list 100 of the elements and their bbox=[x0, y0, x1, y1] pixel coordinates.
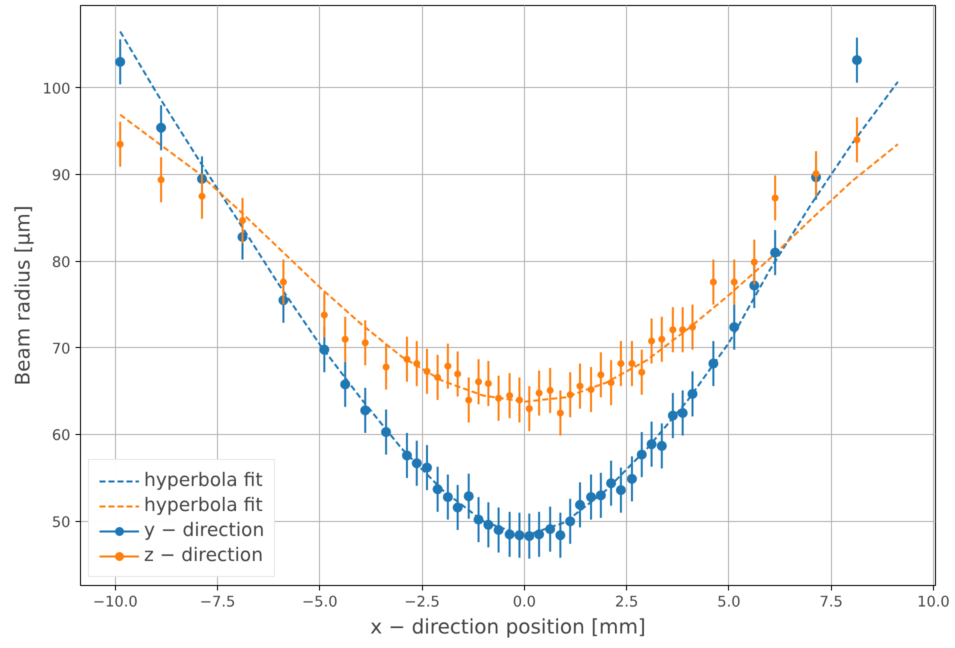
point bbox=[432, 484, 443, 494]
point bbox=[812, 170, 820, 178]
point bbox=[534, 529, 544, 540]
point bbox=[729, 322, 740, 332]
point bbox=[454, 370, 462, 378]
point bbox=[464, 491, 474, 502]
x-axis-title: x − direction position [mm] bbox=[370, 614, 646, 638]
point bbox=[556, 409, 564, 416]
point bbox=[688, 388, 698, 399]
point bbox=[475, 378, 482, 386]
point bbox=[495, 394, 502, 402]
point bbox=[636, 450, 647, 460]
point bbox=[403, 356, 410, 363]
x-tick-label: −10.0 bbox=[92, 594, 138, 610]
point bbox=[656, 440, 667, 451]
point bbox=[424, 368, 430, 375]
point bbox=[494, 525, 504, 536]
x-tick-label: 7.5 bbox=[820, 594, 843, 610]
point bbox=[708, 358, 718, 369]
point bbox=[506, 392, 514, 400]
point bbox=[770, 248, 780, 258]
x-tick-label: −5.0 bbox=[302, 594, 338, 610]
y-tick-label: 80 bbox=[52, 254, 71, 271]
point bbox=[360, 405, 370, 416]
y-axis-title: Beam radius [μm] bbox=[10, 205, 35, 386]
x-tick-label: 2.5 bbox=[614, 594, 638, 610]
point bbox=[658, 336, 666, 343]
point bbox=[340, 379, 350, 390]
point bbox=[730, 278, 738, 286]
x-tick-label: 5.0 bbox=[717, 594, 741, 610]
point bbox=[596, 490, 606, 500]
legend-label: hyperbola fit bbox=[144, 470, 263, 491]
point bbox=[638, 368, 646, 376]
point bbox=[536, 390, 543, 397]
point bbox=[320, 312, 328, 318]
point bbox=[646, 439, 657, 450]
point bbox=[679, 326, 686, 334]
point bbox=[648, 338, 656, 345]
point bbox=[608, 379, 615, 386]
x-tick-label: 10.0 bbox=[917, 594, 950, 610]
point bbox=[626, 474, 637, 484]
point bbox=[710, 278, 717, 286]
point bbox=[545, 524, 556, 534]
y-tick-label: 100 bbox=[42, 80, 71, 98]
point bbox=[381, 427, 392, 438]
point bbox=[444, 362, 452, 370]
point bbox=[198, 192, 206, 200]
point bbox=[434, 374, 442, 381]
point bbox=[668, 410, 678, 421]
point bbox=[412, 458, 422, 468]
point bbox=[319, 344, 330, 355]
point bbox=[158, 176, 165, 184]
y-tick-label: 70 bbox=[52, 340, 71, 358]
legend-label: z − direction bbox=[144, 545, 264, 566]
point bbox=[442, 492, 453, 502]
point bbox=[576, 382, 584, 390]
point bbox=[504, 529, 515, 540]
point bbox=[402, 450, 412, 460]
point bbox=[524, 531, 534, 542]
point bbox=[483, 520, 494, 530]
point bbox=[565, 516, 576, 526]
point bbox=[526, 405, 533, 412]
point bbox=[566, 391, 574, 398]
point bbox=[484, 380, 492, 387]
point bbox=[678, 408, 688, 418]
point bbox=[606, 478, 616, 488]
point bbox=[514, 530, 524, 540]
point bbox=[597, 371, 604, 378]
x-tick-label: 0.0 bbox=[512, 594, 536, 610]
point bbox=[239, 217, 246, 224]
y-tick-label: 60 bbox=[52, 427, 71, 444]
x-tick-label: −2.5 bbox=[404, 594, 440, 610]
point bbox=[616, 485, 626, 496]
point bbox=[422, 462, 432, 473]
point bbox=[853, 136, 860, 144]
point bbox=[474, 514, 484, 525]
point bbox=[689, 324, 696, 331]
point bbox=[617, 360, 624, 368]
point bbox=[588, 386, 595, 394]
legend-label: hyperbola fit bbox=[144, 495, 263, 516]
point bbox=[546, 386, 554, 394]
y-tick-label: 50 bbox=[52, 514, 71, 531]
point bbox=[362, 339, 369, 346]
y-tick-label: 90 bbox=[52, 167, 71, 184]
point bbox=[669, 326, 676, 334]
x-tick-label: −7.5 bbox=[200, 594, 236, 610]
point bbox=[750, 258, 758, 266]
point bbox=[116, 140, 124, 148]
point bbox=[555, 530, 566, 540]
point bbox=[280, 278, 287, 286]
point bbox=[115, 56, 126, 67]
point bbox=[516, 396, 523, 404]
point bbox=[465, 396, 472, 404]
point bbox=[452, 502, 463, 512]
point bbox=[413, 360, 420, 368]
point bbox=[586, 492, 596, 502]
point bbox=[628, 360, 636, 368]
legend-label: y − direction bbox=[144, 520, 264, 541]
point bbox=[382, 364, 390, 371]
point bbox=[156, 122, 166, 133]
